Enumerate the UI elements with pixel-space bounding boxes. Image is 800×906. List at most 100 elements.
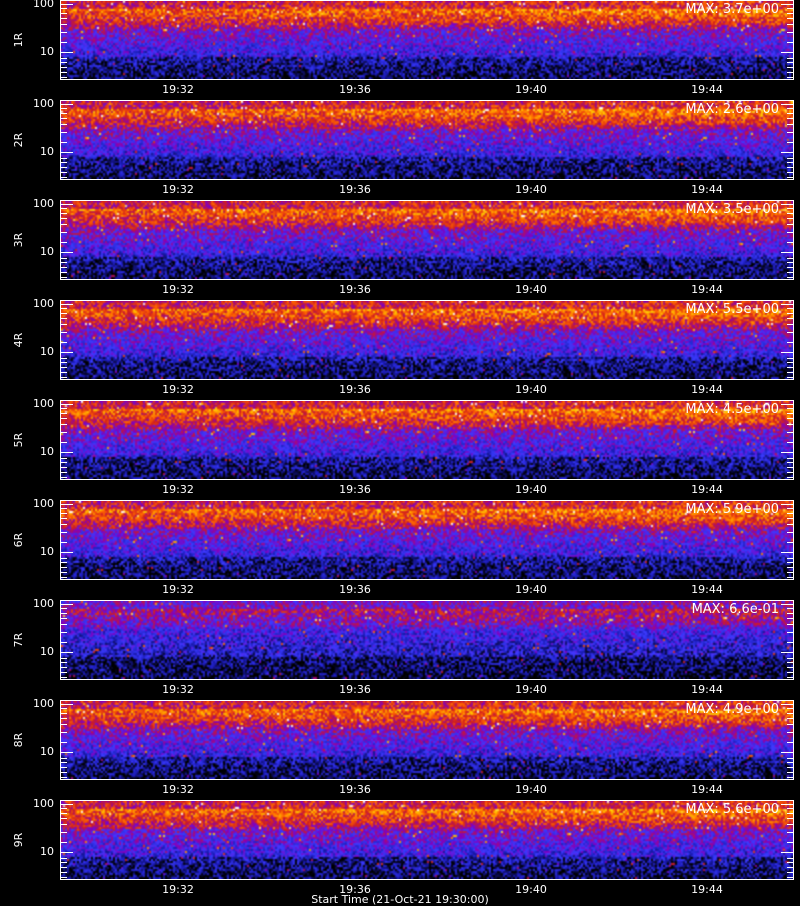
panel-1r: MAX: 3.7e+00 1R 100 10 19:32 19:36 19:40 19:44 xyxy=(0,0,800,100)
x-tick-label: 19:32 xyxy=(162,483,194,496)
y-minor-tick xyxy=(787,741,793,743)
y-tick-label: 100 xyxy=(33,397,54,410)
spectrogram-heatmap xyxy=(61,401,793,479)
x-tick-label: 19:40 xyxy=(515,783,547,796)
y-minor-tick xyxy=(787,467,793,469)
y-minor-tick xyxy=(61,604,73,605)
y-minor-tick xyxy=(61,608,67,609)
y-minor-tick xyxy=(787,457,793,459)
y-minor-tick xyxy=(787,212,793,214)
y-minor-tick xyxy=(787,712,793,714)
y-minor-tick xyxy=(787,576,793,578)
y-minor-tick xyxy=(781,204,793,205)
y-minor-tick xyxy=(787,876,793,878)
max-value-label: MAX: 5.6e+00 xyxy=(685,802,779,817)
y-minor-tick xyxy=(787,641,793,643)
y-minor-tick xyxy=(787,557,793,559)
y-minor-tick xyxy=(787,108,793,109)
x-tick-label: 19:44 xyxy=(691,83,723,96)
y-minor-tick xyxy=(781,804,793,805)
y-minor-tick xyxy=(61,562,67,564)
y-minor-tick xyxy=(61,217,67,219)
y-minor-tick xyxy=(787,317,793,319)
y-minor-tick xyxy=(787,124,793,125)
panel-7r: MAX: 6.6e-01 7R 100 10 19:32 19:36 19:40 19:44 xyxy=(0,597,800,700)
y-minor-tick xyxy=(61,424,67,425)
y-minor-tick xyxy=(781,52,793,53)
y-minor-tick xyxy=(61,57,67,59)
x-tick-label: 19:32 xyxy=(162,83,194,96)
y-minor-tick xyxy=(61,72,67,73)
y-minor-tick xyxy=(787,512,793,514)
y-minor-tick xyxy=(787,532,793,533)
y-minor-tick xyxy=(787,672,793,673)
y-minor-tick xyxy=(61,12,67,14)
panel-4r: MAX: 5.5e+00 4R 100 10 19:32 19:36 19:40 19:44 xyxy=(0,297,800,400)
x-tick-label: 19:44 xyxy=(691,483,723,496)
y-minor-tick xyxy=(61,317,67,319)
y-minor-tick xyxy=(781,152,793,153)
y-minor-tick xyxy=(787,12,793,14)
x-tick-label: 19:36 xyxy=(339,283,371,296)
y-minor-tick xyxy=(787,857,793,859)
spectrogram-plot: MAX: 4.5e+00 xyxy=(60,400,794,480)
y-minor-tick xyxy=(61,232,67,233)
y-minor-tick xyxy=(61,272,67,273)
y-minor-tick xyxy=(787,657,793,659)
y-minor-tick xyxy=(61,672,67,673)
y-minor-tick xyxy=(787,817,793,819)
spectrogram-plot: MAX: 6.6e-01 xyxy=(60,600,794,680)
x-tick-label: 19:40 xyxy=(515,583,547,596)
y-minor-tick xyxy=(61,267,67,269)
y-minor-tick xyxy=(61,304,73,305)
y-minor-tick xyxy=(61,324,67,325)
x-tick-label: 19:32 xyxy=(162,183,194,196)
y-tick-label: 10 xyxy=(40,845,54,858)
y-minor-tick xyxy=(787,176,793,178)
y-minor-tick xyxy=(787,341,793,343)
y-minor-tick xyxy=(787,872,793,873)
y-minor-tick xyxy=(61,812,67,814)
y-minor-tick xyxy=(61,312,67,314)
y-tick-label: 100 xyxy=(33,97,54,110)
y-minor-tick xyxy=(61,832,67,833)
panel-8r: MAX: 4.9e+00 8R 100 10 19:32 19:36 19:40 19:44 xyxy=(0,697,800,800)
y-minor-tick xyxy=(61,524,67,525)
x-tick-label: 19:32 xyxy=(162,283,194,296)
y-minor-tick xyxy=(787,367,793,369)
max-value-label: MAX: 5.9e+00 xyxy=(685,502,779,517)
y-minor-tick xyxy=(61,532,67,533)
y-minor-tick xyxy=(787,812,793,814)
y-minor-tick xyxy=(787,708,793,709)
y-minor-tick xyxy=(61,472,67,473)
y-minor-tick xyxy=(787,617,793,619)
y-minor-tick xyxy=(61,857,67,859)
y-minor-tick xyxy=(61,624,67,625)
y-minor-tick xyxy=(61,152,73,153)
panel-9r: MAX: 5.6e+00 9R 100 10 19:32 19:36 19:40 19:44 xyxy=(0,797,800,900)
max-value-label: MAX: 4.9e+00 xyxy=(685,702,779,717)
y-minor-tick xyxy=(787,112,793,114)
y-minor-tick xyxy=(61,167,67,169)
y-minor-tick xyxy=(781,552,793,553)
y-minor-tick xyxy=(787,362,793,364)
x-tick-label: 19:36 xyxy=(339,583,371,596)
y-minor-tick xyxy=(61,757,67,759)
y-minor-tick xyxy=(787,257,793,259)
y-minor-tick xyxy=(787,808,793,809)
x-tick-label: 19:44 xyxy=(691,283,723,296)
y-minor-tick xyxy=(61,408,67,409)
y-minor-tick xyxy=(787,276,793,278)
y-minor-tick xyxy=(787,508,793,509)
y-minor-tick xyxy=(781,652,793,653)
max-value-label: MAX: 4.5e+00 xyxy=(685,402,779,417)
x-tick-label: 19:44 xyxy=(691,883,723,896)
y-minor-tick xyxy=(787,76,793,78)
y-minor-tick xyxy=(61,357,67,359)
x-tick-label: 19:40 xyxy=(515,383,547,396)
y-minor-tick xyxy=(787,524,793,525)
y-minor-tick xyxy=(61,212,67,214)
y-minor-tick xyxy=(787,832,793,833)
y-minor-tick xyxy=(61,512,67,514)
